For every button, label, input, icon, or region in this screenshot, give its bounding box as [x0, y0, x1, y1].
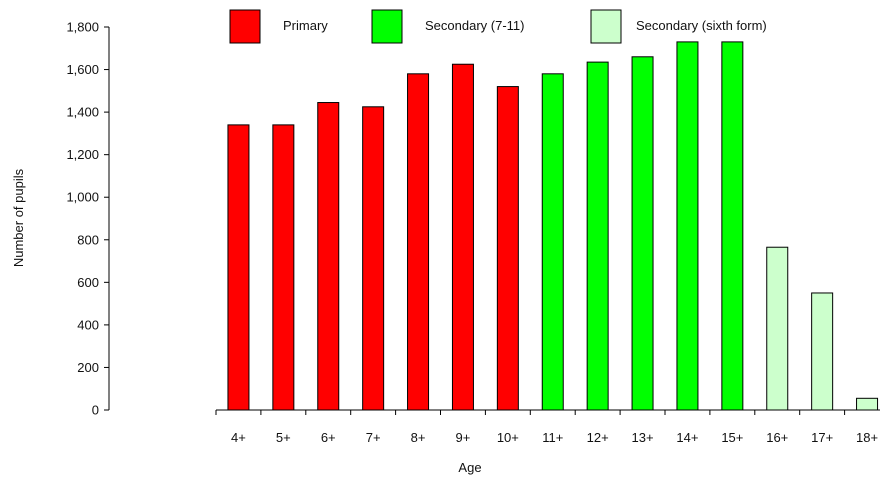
y-tick-label: 1,000: [66, 190, 99, 205]
y-tick-label: 1,800: [66, 20, 99, 35]
legend-label-1: Secondary (7-11): [425, 18, 524, 33]
y-tick-label: 1,400: [66, 105, 99, 120]
y-tick-label: 400: [77, 317, 99, 332]
x-tick-label: 11+: [542, 430, 563, 445]
bar-14-plus: [676, 41, 699, 411]
bar-5-plus: [272, 124, 295, 411]
y-tick-label: 800: [77, 232, 99, 247]
x-tick-label: 4+: [231, 430, 246, 445]
bar-12-plus: [586, 61, 609, 411]
y-tick-label: 200: [77, 360, 99, 375]
bar-15-plus: [721, 41, 744, 411]
x-axis-title: Age: [458, 460, 481, 475]
x-tick-label: 16+: [766, 430, 788, 445]
y-axis: 0 200 400 600 800 1,000 1,200 1,400 1,600 1,800: [66, 20, 110, 418]
y-tick-label: 0: [92, 403, 99, 418]
bar-10-plus: [496, 86, 519, 411]
bars: [227, 41, 879, 411]
x-axis: 4+ 5+ 6+ 7+ 8+ 9+ 10+ 11+ 12+ 13+ 14+ 15+ 16+ 17+ 18+: [215, 409, 880, 445]
x-tick-label: 6+: [321, 430, 336, 445]
bar-18-plus: [856, 397, 879, 411]
x-tick-label: 17+: [811, 430, 833, 445]
bar-7-plus: [362, 106, 385, 411]
x-tick-label: 7+: [366, 430, 381, 445]
legend-label-0: Primary: [283, 18, 328, 33]
legend-swatch-0: [229, 9, 261, 44]
x-tick-label: 15+: [721, 430, 743, 445]
x-tick-label: 12+: [587, 430, 609, 445]
legend-swatch-2: [590, 9, 622, 44]
y-tick-label: 600: [77, 275, 99, 290]
bar-11-plus: [541, 73, 564, 411]
bar-6-plus: [317, 102, 340, 411]
y-tick-label: 1,200: [66, 147, 99, 162]
bar-4-plus: [227, 124, 250, 411]
legend-swatch-1: [371, 9, 403, 44]
x-tick-label: 10+: [497, 430, 519, 445]
bar-13-plus: [631, 56, 654, 411]
x-tick-label: 14+: [676, 430, 698, 445]
y-axis-title: Number of pupils: [11, 168, 26, 267]
bar-9-plus: [451, 63, 474, 411]
x-tick-label: 13+: [632, 430, 654, 445]
legend: Primary Secondary (7-11) Secondary (sixth …: [229, 9, 767, 44]
bar-8-plus: [407, 73, 430, 411]
bar-17-plus: [811, 292, 834, 411]
x-tick-label: 8+: [411, 430, 426, 445]
x-tick-label: 9+: [456, 430, 471, 445]
x-tick-label: 5+: [276, 430, 291, 445]
legend-label-2: Secondary (sixth form): [636, 18, 767, 33]
y-tick-label: 1,600: [66, 62, 99, 77]
x-tick-label: 18+: [856, 430, 878, 445]
bar-16-plus: [766, 246, 789, 411]
